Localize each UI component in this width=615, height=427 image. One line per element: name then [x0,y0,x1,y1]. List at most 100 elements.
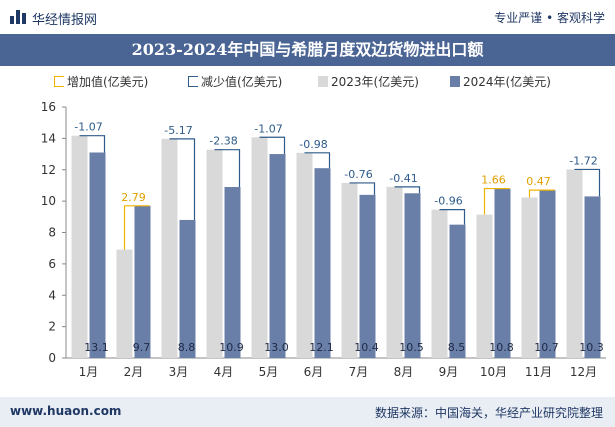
value-label-2024: 10.5 [399,341,424,354]
bar-2023 [251,137,268,358]
chart-title: 2023-2024年中国与希腊月度双边货物进出口额 [131,40,484,59]
bar-2024 [269,154,286,358]
bar-2023 [566,169,583,358]
bar-chart-logo-icon [10,10,26,24]
bar-2023 [341,182,358,358]
bar-2024 [179,219,196,358]
legend-2023-swatch [318,76,328,87]
value-label-2024: 10.4 [354,341,379,354]
x-tick-label: 7月 [349,365,369,379]
change-label: -1.07 [74,121,102,134]
x-tick-label: 2月 [124,365,144,379]
decrease-bracket [169,138,196,220]
y-tick-label: 4 [48,288,56,302]
bar-2023 [206,149,223,358]
decrease-bracket [439,208,466,225]
y-tick-label: 6 [48,257,56,271]
change-label: -0.96 [434,195,462,208]
legend-2023-label: 2023年(亿美元) [331,75,419,89]
bar-2023 [296,152,313,358]
brand-name: 华经情报网 [32,13,98,28]
bar-2024 [539,190,556,358]
value-label-2024: 10.9 [219,341,244,354]
increase-bracket [483,187,510,215]
legend-increase-label: 增加值(亿美元) [67,75,149,89]
bar-2023 [161,138,178,358]
x-tick-label: 12月 [570,365,597,379]
bar-2024 [89,152,106,358]
bar-2024 [359,194,376,358]
data-source: 数据来源：中国海关，华经产业研究院整理 [374,406,603,420]
decrease-bracket [259,136,286,155]
decrease-bracket [349,182,376,195]
x-tick-label: 10月 [480,365,507,379]
bar-2023 [71,135,88,358]
value-label-2024: 10.3 [579,341,604,354]
bar-2024 [314,168,331,358]
x-tick-label: 8月 [394,365,414,379]
bar-2023 [431,209,448,358]
bar-2024 [134,205,151,358]
value-label-2024: 13.1 [84,341,109,354]
footer-url: www.huaon.com [10,404,122,418]
change-label: 0.47 [526,175,551,188]
change-label: -1.07 [254,122,282,135]
x-tick-label: 5月 [259,365,279,379]
legend-2024-label: 2024年(亿美元) [463,75,551,89]
value-label-2024: 12.1 [309,341,334,354]
decrease-bracket [574,168,601,197]
bar-2023 [116,249,133,358]
change-label: 2.79 [121,191,146,204]
change-label: -1.72 [569,154,597,167]
bar-2024 [404,193,421,358]
legend-2024-swatch [450,76,460,87]
value-label-2024: 8.8 [178,341,196,354]
title-bar: 2023-2024年中国与希腊月度双边货物进出口额 [0,34,615,66]
y-tick-label: 16 [41,100,56,114]
x-tick-label: 3月 [169,365,189,379]
top-bar: 华经情报网 专业严谨 • 客观科学 [0,0,615,34]
decrease-bracket [304,152,331,169]
x-tick-label: 11月 [525,365,552,379]
bar-2024 [449,224,466,358]
value-label-2024: 9.7 [133,341,151,354]
bar-2024 [494,188,511,358]
legend-increase-swatch [54,76,64,87]
increase-bracket [123,205,150,250]
decrease-bracket [79,135,106,153]
change-label: -5.17 [164,124,192,137]
change-label: -2.38 [209,135,237,148]
chart-plot: 0 2 4 6 8 10 12 14 16 -1.07 13.1 1月 2.79 9.7 2月 -5.17 8.… [41,100,606,379]
y-tick-label: 10 [41,194,56,208]
bar-2024 [584,196,601,358]
legend-decrease-label: 减少值(亿美元) [201,75,283,89]
y-tick-label: 14 [41,131,56,145]
value-label-2024: 10.7 [534,341,559,354]
y-tick-label: 2 [48,320,56,334]
value-label-2024: 13.0 [264,341,289,354]
bar-2024 [224,187,241,358]
tagline: 专业严谨 • 客观科学 [494,11,605,25]
bar-2023 [521,197,538,358]
value-label-2024: 10.8 [489,341,514,354]
x-tick-label: 6月 [304,365,324,379]
x-tick-label: 9月 [439,365,459,379]
legend-decrease-swatch [188,76,198,87]
x-tick-label: 4月 [214,365,234,379]
legend: 增加值(亿美元) 减少值(亿美元) 2023年(亿美元) 2024年(亿美元) [0,72,615,92]
change-label: -0.41 [389,172,417,185]
change-label: 1.66 [481,174,506,187]
bar-2023 [476,214,493,358]
change-label: -0.98 [299,138,327,151]
decrease-bracket [214,149,241,188]
y-tick-label: 12 [41,163,56,177]
y-tick-label: 0 [48,351,56,365]
x-tick-label: 1月 [79,365,99,379]
bar-2023 [386,186,403,358]
value-label-2024: 8.5 [448,341,466,354]
footer: www.huaon.com 数据来源：中国海关，华经产业研究院整理 [0,397,615,427]
decrease-bracket [394,186,421,194]
y-tick-label: 8 [48,226,56,240]
change-label: -0.76 [344,168,372,181]
increase-bracket [528,189,555,198]
